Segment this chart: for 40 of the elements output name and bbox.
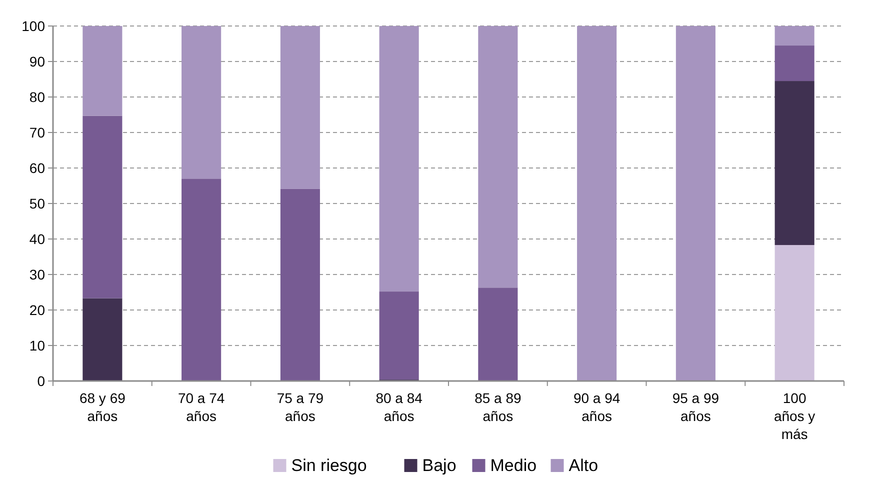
bar (182, 26, 222, 179)
bar (82, 116, 122, 298)
bar (577, 26, 617, 381)
legend-label: Medio (490, 456, 537, 475)
bar (280, 188, 320, 381)
y-tick-label: 0 (37, 372, 46, 389)
y-tick-label: 50 (29, 195, 46, 212)
x-tick-label: 70 a 74 años (178, 390, 225, 424)
legend-label: Bajo (422, 456, 456, 475)
x-tick-label: 68 y 69 años (79, 390, 126, 424)
y-tick-label: 80 (29, 88, 46, 105)
bar (379, 292, 419, 380)
y-tick-label: 60 (29, 160, 46, 176)
x-tick-label: 90 a 94 años (573, 390, 620, 424)
bar (82, 26, 122, 116)
bar (774, 46, 814, 82)
bar (182, 178, 222, 381)
y-tick-label: 70 (29, 124, 46, 140)
bar (774, 245, 814, 381)
x-tick-label: 75 a 79 años (276, 390, 324, 424)
legend-label: Alto (568, 456, 598, 475)
y-tick-label: 30 (29, 266, 46, 282)
y-tick-label: 20 (29, 302, 46, 318)
bar (82, 298, 122, 381)
y-tick-label: 40 (29, 230, 46, 247)
bar (478, 288, 518, 381)
x-tick-label: 95 a 99 años (672, 390, 720, 424)
bar (774, 26, 814, 46)
bar (379, 26, 419, 292)
x-tick-label: 85 a 89 años (474, 390, 522, 424)
y-tick-label: 10 (29, 337, 46, 354)
bar (280, 26, 320, 189)
legend-label: Sin riesgo (291, 456, 367, 475)
bar (774, 81, 814, 246)
x-tick-label: 100 años y más (774, 390, 816, 442)
y-tick-label: 90 (29, 53, 46, 70)
x-tick-label: 80 a 84 años (376, 390, 423, 424)
y-tick-label: 100 (22, 18, 46, 34)
bar (676, 26, 716, 381)
bar (478, 26, 518, 288)
